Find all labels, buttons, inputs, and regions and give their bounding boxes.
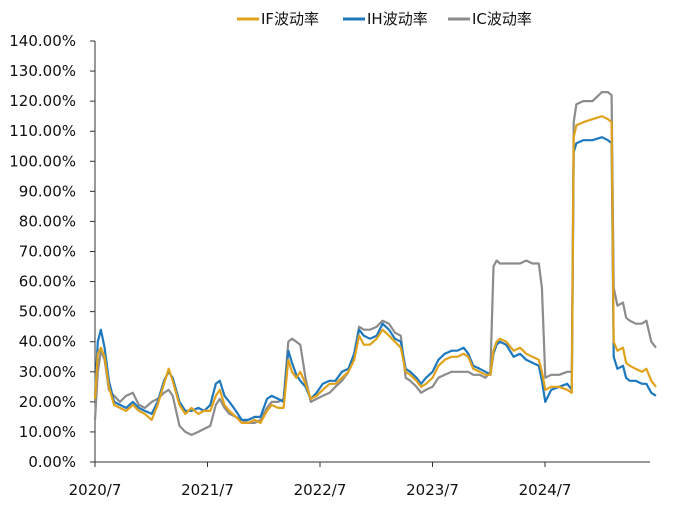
y-tick-label: 100.00%	[9, 152, 76, 170]
legend-label: IH波动率	[367, 10, 428, 28]
chart-legend: IF波动率 IH波动率 IC波动率	[237, 10, 532, 28]
series-layer	[93, 91, 657, 436]
y-tick-label: 110.00%	[9, 122, 76, 140]
y-tick-label: 80.00%	[19, 212, 76, 230]
y-tick-label: 50.00%	[19, 303, 76, 321]
x-tick-label: 2023/7	[406, 481, 459, 499]
y-tick-label: 140.00%	[9, 32, 76, 50]
y-tick-label: 90.00%	[19, 182, 76, 200]
legend-label: IF波动率	[261, 10, 319, 28]
x-tick-label: 2021/7	[181, 481, 234, 499]
x-axis: 2020/7 2021/7 2022/7 2023/7 2024/7	[69, 461, 650, 499]
legend-item-0: IF波动率	[237, 10, 319, 28]
legend-item-2: IC波动率	[448, 10, 532, 28]
legend-label: IC波动率	[472, 10, 532, 28]
series-line-0	[93, 115, 657, 424]
y-tick-label: 120.00%	[9, 92, 76, 110]
y-tick-label: 60.00%	[19, 273, 76, 291]
y-tick-label: 0.00%	[28, 453, 76, 471]
y-tick-label: 10.00%	[19, 423, 76, 441]
legend-item-1: IH波动率	[343, 10, 428, 28]
x-tick-label: 2020/7	[69, 481, 122, 499]
x-tick-label: 2024/7	[519, 481, 572, 499]
y-axis: 0.00% 10.00% 20.00% 30.00% 40.00% 50.00% 60.00…	[9, 32, 96, 471]
y-tick-label: 20.00%	[19, 393, 76, 411]
x-tick-label: 2022/7	[294, 481, 347, 499]
y-tick-label: 70.00%	[19, 243, 76, 261]
y-tick-label: 130.00%	[9, 62, 76, 80]
y-tick-label: 40.00%	[19, 333, 76, 351]
y-tick-label: 30.00%	[19, 363, 76, 381]
